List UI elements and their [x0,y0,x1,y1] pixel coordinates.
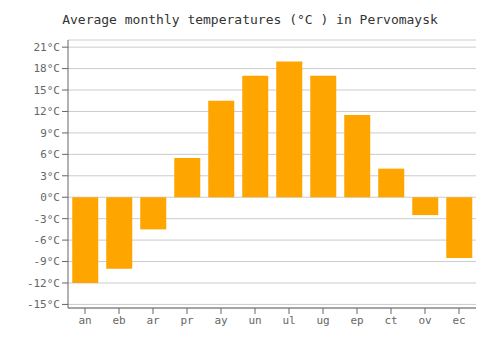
svg-text:3°C: 3°C [40,170,60,183]
svg-text:-9°C: -9°C [34,255,61,268]
svg-text:-15°C: -15°C [27,298,60,311]
svg-text:12°C: 12°C [34,105,61,118]
svg-text:ar: ar [146,314,160,327]
svg-text:-3°C: -3°C [34,213,61,226]
svg-text:21°C: 21°C [34,41,61,54]
svg-text:ay: ay [214,314,228,327]
svg-text:eb: eb [112,314,125,327]
svg-text:18°C: 18°C [34,62,61,75]
svg-text:6°C: 6°C [40,148,60,161]
svg-text:ec: ec [452,314,465,327]
svg-text:ct: ct [384,314,397,327]
svg-text:ug: ug [316,314,329,327]
svg-text:9°C: 9°C [40,127,60,140]
html-text:Average monthly temperatures (: Average monthly temperatures (°C ) in Pe… [62,12,438,27]
svg-text:ep: ep [350,314,363,327]
svg-text:un: un [248,314,261,327]
svg-text:-6°C: -6°C [34,234,61,247]
svg-text:an: an [78,314,91,327]
svg-text:ov: ov [418,314,432,327]
svg-text:-12°C: -12°C [27,277,60,290]
svg-text:ul: ul [282,314,295,327]
svg-text:0°C: 0°C [40,191,60,204]
svg-text:pr: pr [180,314,194,327]
svg-text:15°C: 15°C [34,84,61,97]
